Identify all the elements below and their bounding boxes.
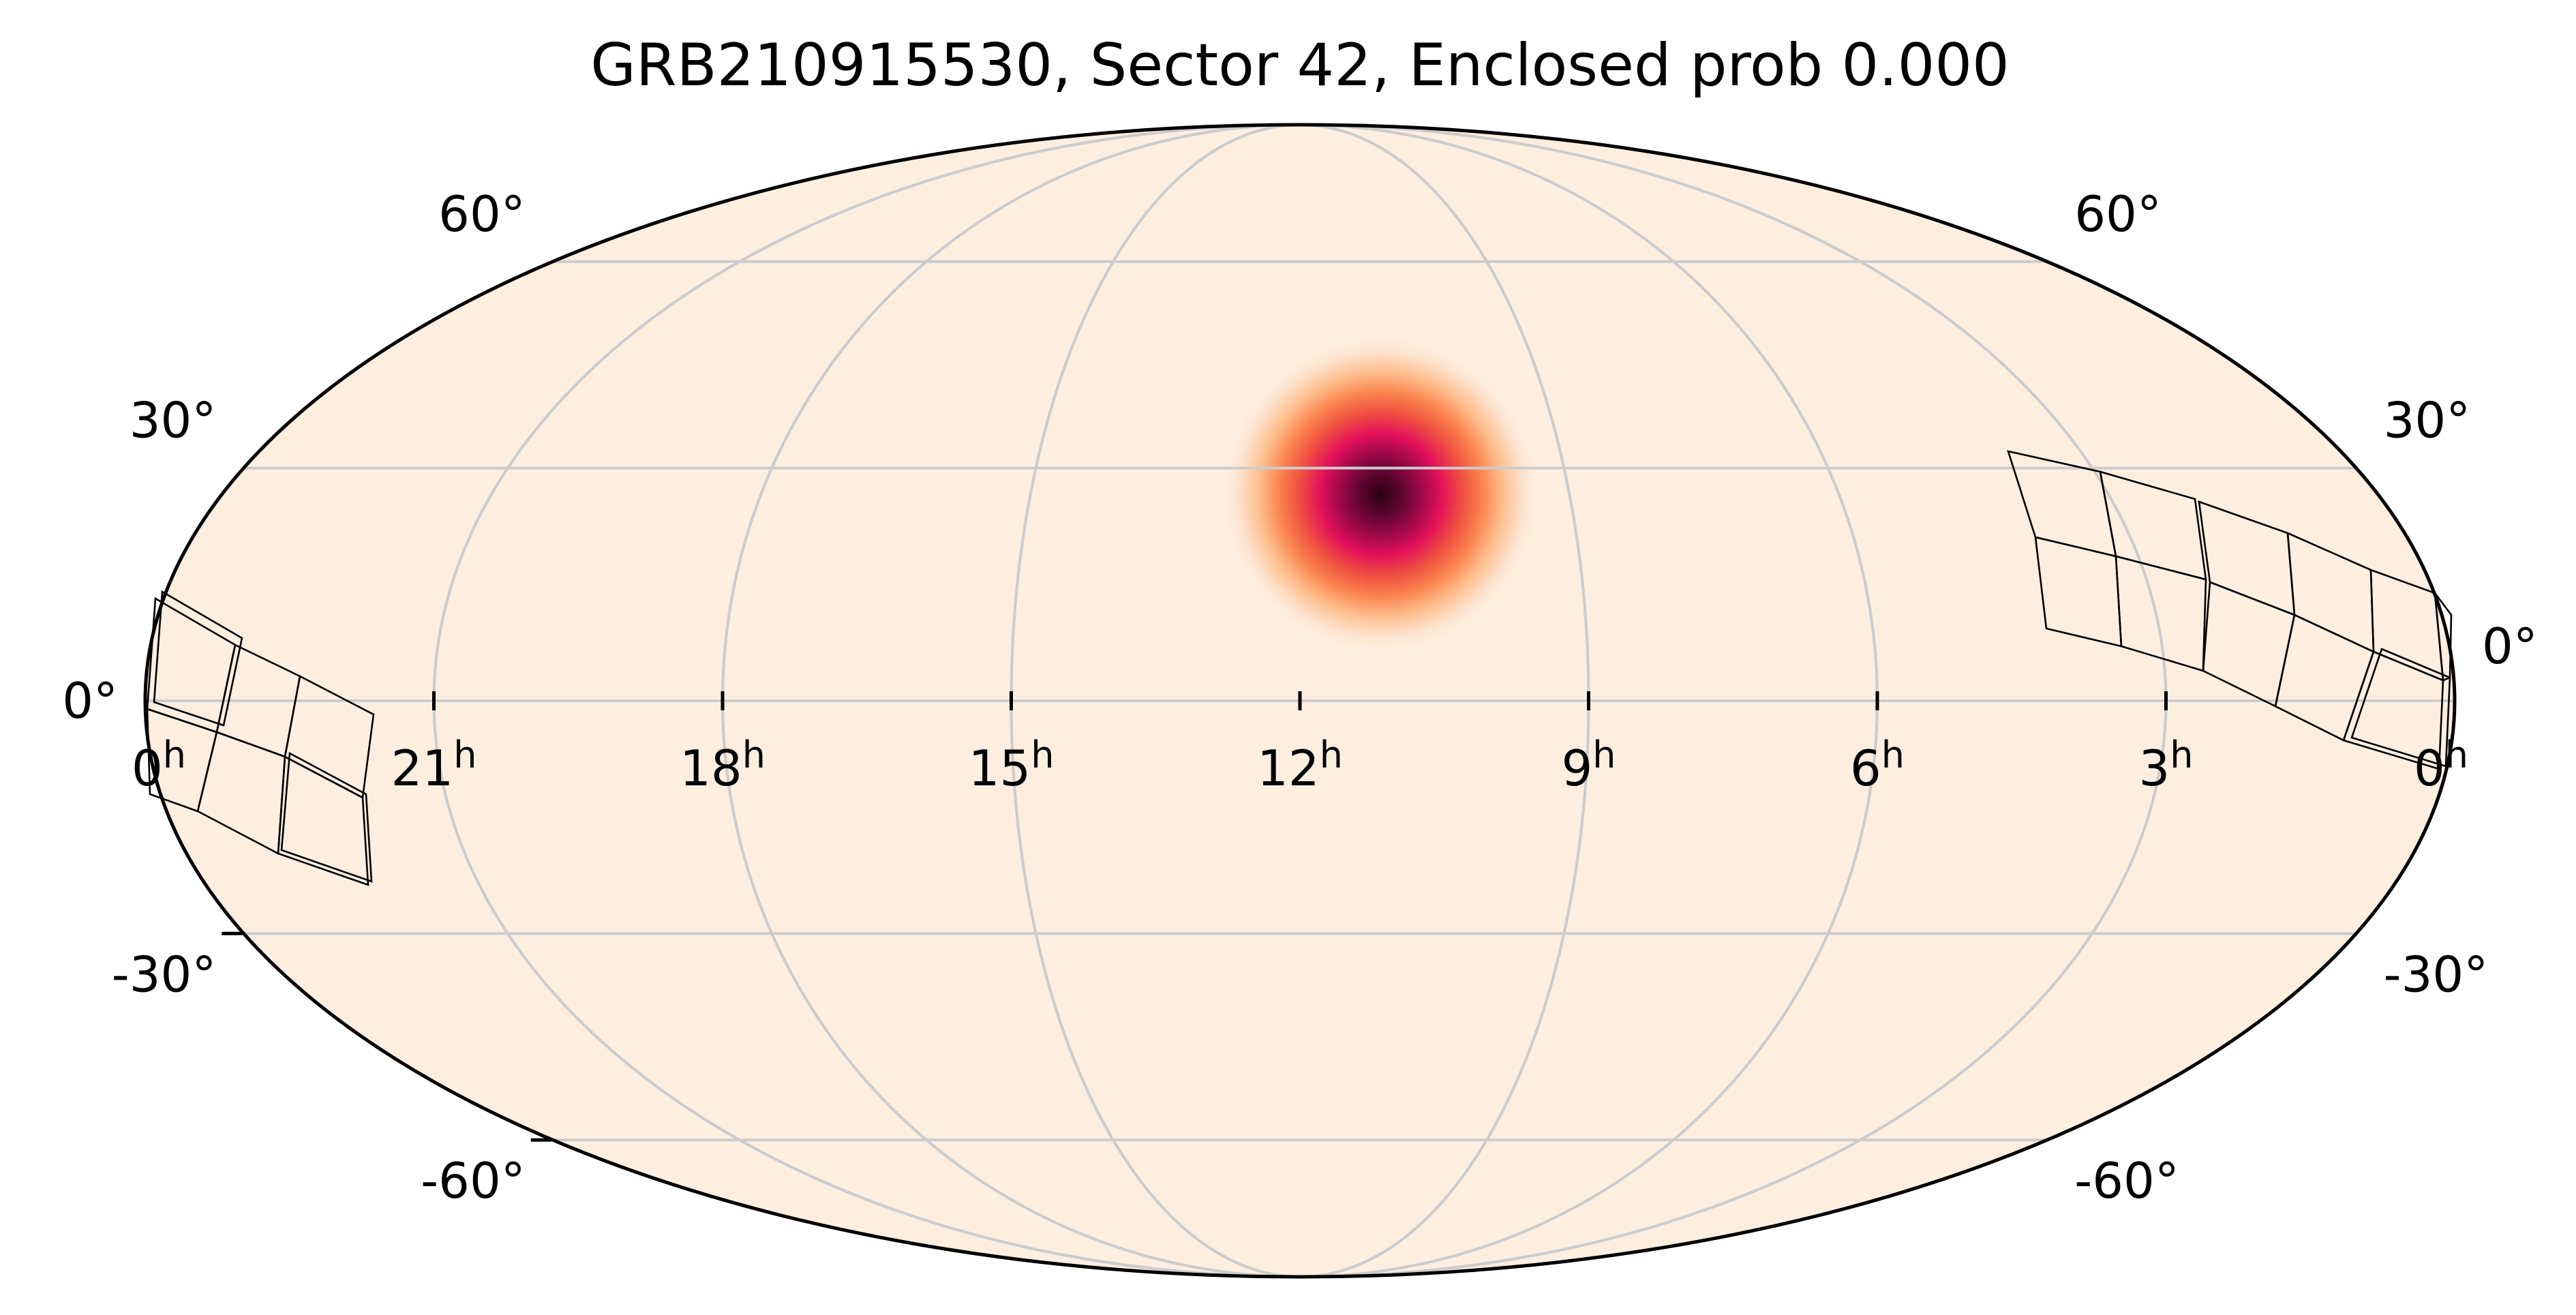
ra-tick-label: 12h xyxy=(1257,734,1343,797)
ra-tick-marks xyxy=(432,691,2168,710)
dec-tick-marks xyxy=(222,931,551,1142)
ra-tick-label: 6h xyxy=(1850,734,1905,797)
ra-tick-label: 21h xyxy=(391,734,477,797)
ra-tick-label: 15h xyxy=(969,734,1055,797)
ccd-panel xyxy=(153,590,243,727)
ra-tick-label: 3h xyxy=(2138,734,2193,797)
ra-tick-label: 9h xyxy=(1561,734,1616,797)
sector-footprint-right xyxy=(2007,450,2453,770)
ra-tick-labels: 0h 21h 18h 15h 12h 9h 6h 3h 0h xyxy=(132,734,2468,797)
dec-tick-label-left: 60° xyxy=(438,185,526,243)
dec-tick-label-right: 60° xyxy=(2074,185,2162,243)
ccd-panel xyxy=(280,751,373,883)
dec-tick-label-left: 0° xyxy=(62,672,118,729)
sector-footprint-left xyxy=(146,590,375,886)
map-title: GRB210915530, Sector 42, Enclosed prob 0… xyxy=(590,31,2010,100)
dec-tick-labels: 60° 60° 30° 30° 0° 0° -30° -30° -60° -60° xyxy=(62,185,2538,1209)
ccd-panel xyxy=(2434,590,2453,682)
dec-tick-label-right: 0° xyxy=(2482,618,2538,675)
ra-tick-label: 0h xyxy=(2414,734,2468,797)
dec-tick-label-left: 30° xyxy=(130,392,217,449)
ccd-panel xyxy=(277,755,369,886)
probability-blob xyxy=(1220,334,1541,655)
dec-tick-label-right: -60° xyxy=(2074,1152,2179,1209)
ra-tick-label: 18h xyxy=(680,734,766,797)
ra-tick-label: 0h xyxy=(132,734,186,797)
ccd-panel xyxy=(2342,650,2444,770)
dec-tick-label-left: -60° xyxy=(421,1152,526,1209)
dec-tick-label-right: 30° xyxy=(2384,392,2471,449)
map-outline xyxy=(143,123,2457,1279)
dec-tick-label-left: -30° xyxy=(112,946,217,1003)
dec-tick-label-right: -30° xyxy=(2384,946,2489,1003)
